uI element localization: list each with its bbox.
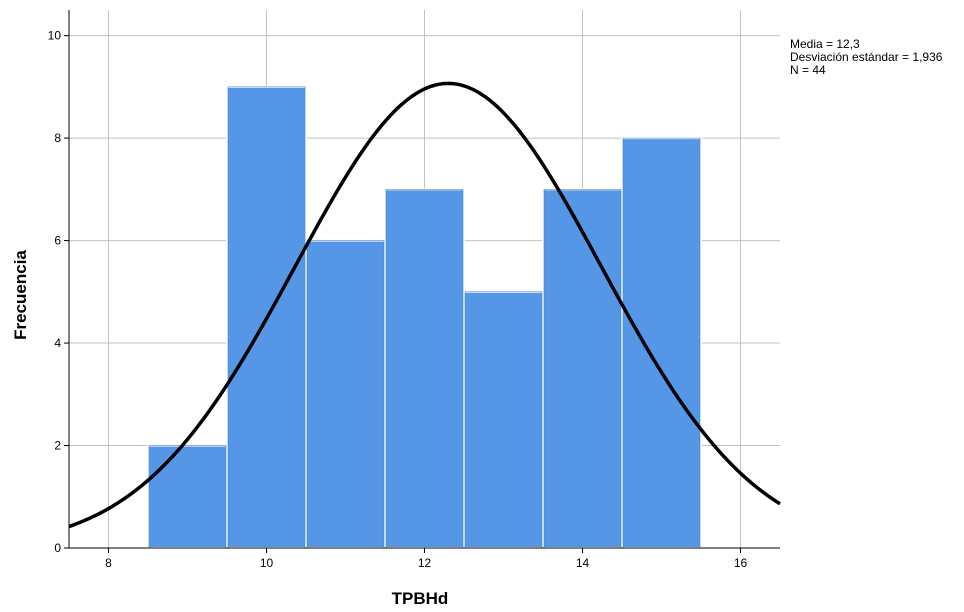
x-tick-label-2: 12 (418, 556, 432, 570)
histogram-bar-5 (542, 188, 623, 549)
stat-media: Media = 12,3 (790, 37, 860, 51)
histogram-bar-3 (384, 188, 465, 549)
histogram-bar-6 (621, 137, 702, 549)
x-tick-labels: 8 10 12 14 16 (105, 548, 747, 570)
x-tick-label-4: 16 (734, 556, 748, 570)
stat-desviacion: Desviación estándar = 1,936 (790, 50, 943, 64)
x-tick-label-0: 8 (105, 556, 112, 570)
normal-curve (68, 81, 781, 529)
y-axis-title: Frecuencia (11, 250, 30, 340)
y-tick-label-1: 2 (54, 439, 61, 453)
y-tick-label-0: 0 (54, 541, 61, 555)
y-tick-label-4: 8 (54, 131, 61, 145)
y-tick-label-5: 10 (48, 29, 62, 43)
x-axis-title: TPBHd (392, 589, 449, 608)
normal-curve-layer (68, 81, 781, 529)
histogram-bar-0 (147, 444, 228, 549)
y-tick-labels: 0 2 4 6 8 10 (48, 29, 69, 555)
y-tick-label-2: 4 (54, 336, 61, 350)
y-tick-label-3: 6 (54, 234, 61, 248)
stats-box: Media = 12,3 Desviación estándar = 1,936… (790, 37, 943, 77)
x-tick-label-3: 14 (576, 556, 590, 570)
stat-n: N = 44 (790, 63, 826, 77)
histogram-bar-4 (463, 290, 544, 549)
x-tick-label-1: 10 (260, 556, 274, 570)
histogram-bar-2 (305, 239, 386, 549)
